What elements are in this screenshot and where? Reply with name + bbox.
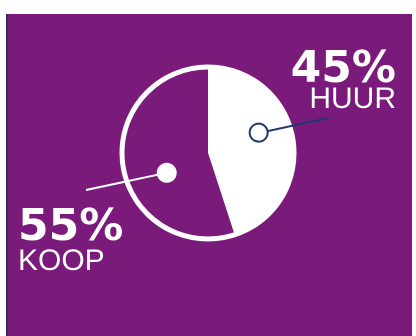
pie-slice-huur — [208, 67, 294, 235]
pie-slice-koop — [122, 67, 235, 240]
marker-huur — [248, 122, 269, 143]
chart-panel — [6, 14, 412, 336]
marker-koop — [156, 162, 177, 183]
leader-line-huur — [260, 117, 329, 134]
pie-slices — [122, 67, 294, 240]
leader-lines — [85, 117, 329, 191]
pie-outline — [119, 64, 297, 242]
leader-line-koop — [85, 171, 167, 191]
slice-label-huur: HUUR — [309, 82, 396, 115]
slice-percent-huur: 45% — [291, 42, 396, 93]
slice-percent-koop: 55% — [18, 200, 123, 251]
slice-label-koop: KOOP — [18, 244, 105, 277]
